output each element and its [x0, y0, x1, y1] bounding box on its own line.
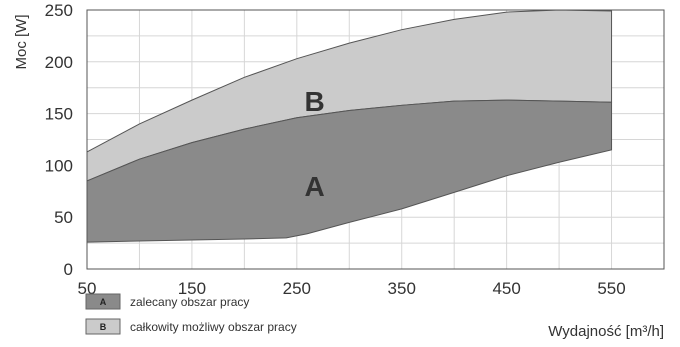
region-label-B: B	[304, 86, 324, 117]
legend-label: całkowity możliwy obszar pracy	[130, 320, 297, 334]
y-tick-label: 150	[45, 105, 73, 124]
area-A	[86, 99, 613, 243]
legend-swatch	[85, 293, 121, 310]
legend-label: zalecany obszar pracy	[130, 295, 249, 309]
x-tick-label: 250	[283, 279, 311, 298]
tick-labels: 50 150 250 350 450 550 0 50 100 150 200 250	[45, 1, 626, 298]
y-tick-label: 250	[45, 1, 73, 20]
region-label-A: A	[304, 171, 324, 202]
legend-swatch	[85, 318, 121, 335]
y-axis-title: Moc [W]	[13, 15, 30, 70]
x-tick-label: 150	[178, 279, 206, 298]
y-tick-label: 50	[54, 208, 73, 227]
x-tick-label: 350	[388, 279, 416, 298]
region-labels: BA	[304, 86, 324, 202]
x-axis-title: Wydajność [m³/h]	[548, 323, 664, 340]
x-tick-label: 50	[78, 279, 97, 298]
chart-areas	[86, 9, 613, 243]
y-tick-label: 100	[45, 156, 73, 175]
legend-key-label: A	[100, 297, 107, 307]
x-tick-label: 450	[492, 279, 520, 298]
x-tick-label: 550	[597, 279, 625, 298]
legend-key-label: B	[100, 322, 107, 332]
plot-frame	[86, 9, 665, 270]
axes	[86, 9, 665, 270]
y-tick-label: 200	[45, 53, 73, 72]
y-tick-label: 0	[64, 260, 73, 279]
